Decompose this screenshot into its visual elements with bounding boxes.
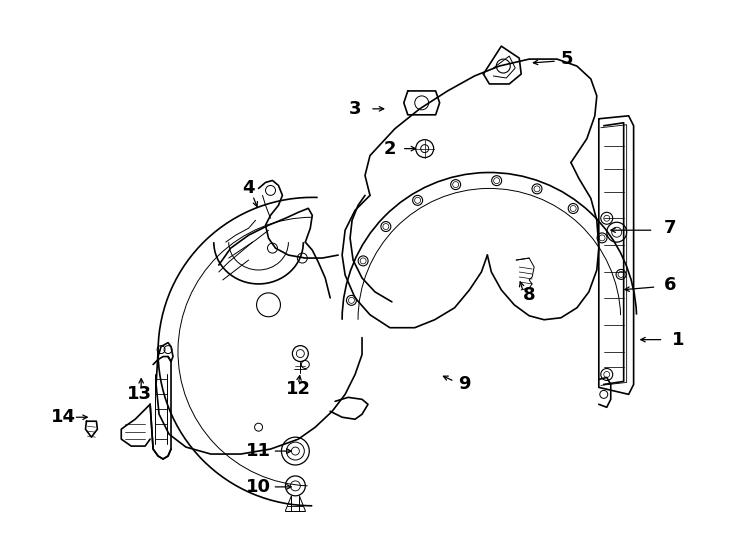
- Text: 9: 9: [458, 375, 470, 394]
- Text: 6: 6: [664, 276, 677, 294]
- Text: 4: 4: [242, 179, 255, 198]
- Text: 12: 12: [286, 380, 311, 399]
- Text: 8: 8: [523, 286, 536, 304]
- Text: 7: 7: [664, 219, 677, 237]
- Text: 13: 13: [127, 386, 152, 403]
- Text: 5: 5: [561, 50, 573, 68]
- Text: 11: 11: [246, 442, 271, 460]
- Text: 1: 1: [672, 330, 685, 349]
- Text: 10: 10: [246, 478, 271, 496]
- Text: 2: 2: [384, 140, 396, 158]
- Text: 14: 14: [51, 408, 76, 426]
- Text: 3: 3: [349, 100, 361, 118]
